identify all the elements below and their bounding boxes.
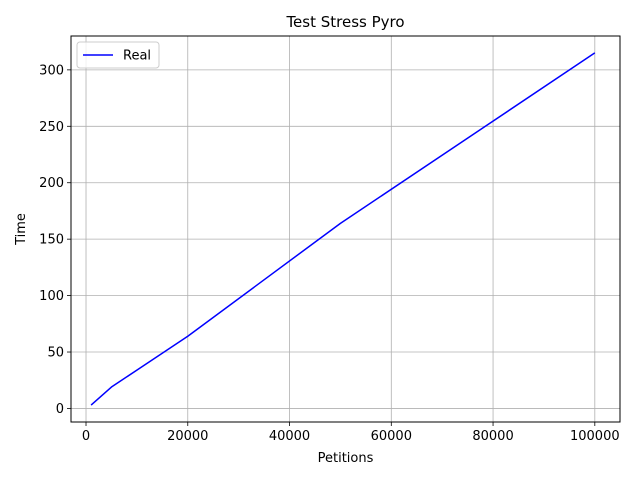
data-point (90, 404, 91, 405)
y-axis-title: Time (14, 213, 29, 246)
x-tick-label: 40000 (269, 429, 310, 444)
x-axis-title: Petitions (318, 451, 374, 466)
y-tick-label: 50 (47, 346, 64, 361)
x-tick-label: 80000 (472, 429, 513, 444)
y-tick-label: 250 (39, 120, 64, 135)
plot-frame (70, 35, 621, 423)
y-tick-label: 0 (56, 402, 64, 417)
y-tick-label: 150 (39, 233, 64, 248)
data-point (111, 386, 112, 387)
legend: Real (76, 41, 160, 69)
y-tick-label: 300 (39, 63, 64, 78)
data-point (594, 52, 595, 53)
legend-label-real: Real (123, 49, 151, 64)
series-layer (90, 52, 596, 406)
series-line-real (90, 52, 596, 406)
x-tick-label: 60000 (371, 429, 412, 444)
y-tick-label: 100 (39, 289, 64, 304)
data-point (187, 336, 188, 337)
y-tick-label: 200 (39, 176, 64, 191)
x-tick-label: 0 (82, 429, 90, 444)
data-point (340, 223, 341, 224)
x-axis: 0 20000 40000 60000 80000 100000 (82, 422, 620, 444)
data-point (136, 369, 137, 370)
x-tick-label: 20000 (167, 429, 208, 444)
legend-box (76, 41, 160, 69)
grid (71, 36, 620, 422)
x-tick-label: 100000 (570, 429, 620, 444)
y-axis: 0 50 100 150 200 250 300 (39, 63, 71, 417)
chart-title: Test Stress Pyro (285, 13, 404, 31)
